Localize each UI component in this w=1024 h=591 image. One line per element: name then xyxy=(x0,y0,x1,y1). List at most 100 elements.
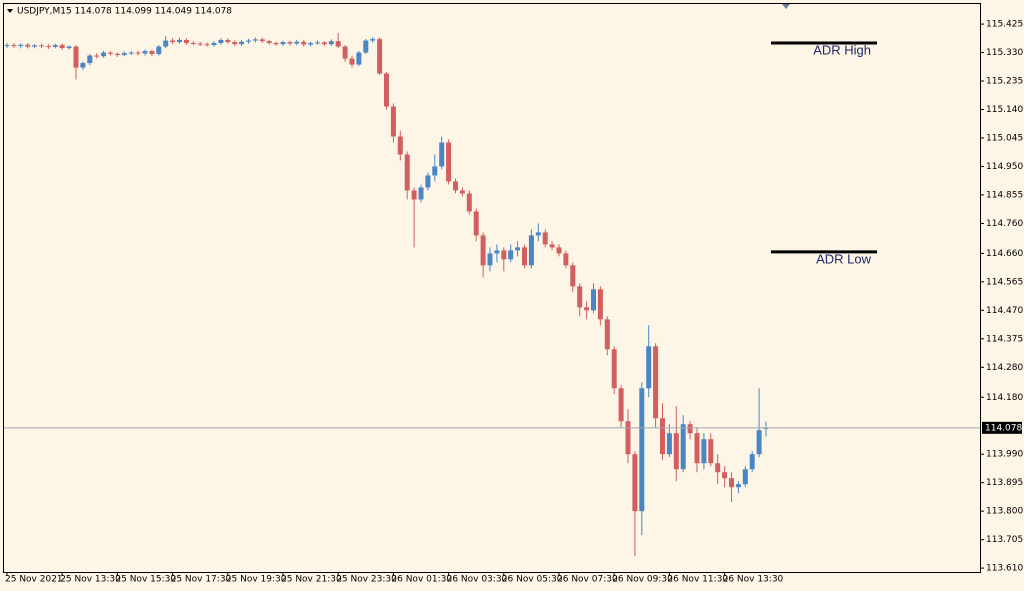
x-tick-label: 25 Nov 19:30 xyxy=(226,575,287,585)
candle-body xyxy=(556,247,562,254)
candle-body xyxy=(542,232,548,245)
candle-body xyxy=(156,46,162,55)
y-tick-label: 114.470 xyxy=(986,306,1023,316)
candle-body xyxy=(66,46,72,49)
adr-label: ADR High xyxy=(813,42,871,57)
adr-label: ADR Low xyxy=(816,251,872,266)
candle-body xyxy=(639,388,645,512)
y-tick-label: 115.330 xyxy=(986,48,1023,58)
y-tick-label: 113.990 xyxy=(986,450,1023,460)
candle-body xyxy=(11,45,17,47)
candle-body xyxy=(735,484,741,488)
candle-body xyxy=(363,40,369,53)
candle-body xyxy=(425,175,431,188)
candle-body xyxy=(715,463,721,473)
candle-body xyxy=(591,289,596,311)
y-tick-label: 113.895 xyxy=(986,478,1023,488)
candle-body xyxy=(94,55,100,57)
candle-body xyxy=(370,39,376,41)
candle-body xyxy=(653,346,659,419)
y-tick-label: 114.180 xyxy=(986,393,1023,403)
price-box xyxy=(982,421,1022,434)
candle-body xyxy=(32,45,38,47)
candle-body xyxy=(584,307,590,311)
candle-body xyxy=(570,265,576,287)
candle-body xyxy=(87,55,93,64)
candle-body xyxy=(618,388,624,422)
price-label: 114.078 xyxy=(985,423,1022,433)
candle-body xyxy=(694,433,700,464)
y-tick-label: 114.855 xyxy=(986,190,1023,200)
x-tick-label: 25 Nov 21:30 xyxy=(281,575,342,585)
candle-body xyxy=(528,235,534,266)
candle-body xyxy=(722,472,728,479)
candle-body xyxy=(121,53,127,55)
candle-body xyxy=(197,43,203,45)
x-tick-label: 25 Nov 2021 xyxy=(5,575,63,585)
candle-body xyxy=(294,41,300,44)
x-tick-label: 26 Nov 13:30 xyxy=(723,575,784,585)
candle-body xyxy=(487,253,493,266)
candle-body xyxy=(660,418,665,455)
y-tick-label: 113.610 xyxy=(986,564,1023,574)
candle-body xyxy=(177,39,182,43)
candle-body xyxy=(183,39,189,43)
candle-body xyxy=(377,39,383,74)
candle-body xyxy=(321,42,327,45)
candle-body xyxy=(335,41,341,47)
y-tick-label: 114.950 xyxy=(986,162,1023,172)
candle-body xyxy=(4,45,10,47)
candle-body xyxy=(218,39,224,43)
y-tick-label: 114.280 xyxy=(986,363,1023,373)
y-tick-label: 114.760 xyxy=(986,219,1023,229)
candle-body xyxy=(80,63,86,68)
candle-body xyxy=(149,51,155,55)
candle-body xyxy=(749,454,755,470)
candle-body xyxy=(577,286,583,308)
shift-marker xyxy=(782,4,790,9)
y-tick-label: 114.660 xyxy=(986,249,1023,259)
x-tick-label: 26 Nov 01:30 xyxy=(391,575,452,585)
candle-body xyxy=(522,247,527,266)
candle-body xyxy=(52,45,58,47)
candle-body xyxy=(439,142,445,167)
candle-body xyxy=(742,469,748,485)
candle-body xyxy=(135,52,141,54)
candle-body xyxy=(625,421,631,455)
candle-body xyxy=(494,250,500,254)
candle-body xyxy=(411,190,417,200)
candle-body xyxy=(673,433,679,470)
candle-body xyxy=(204,44,210,46)
candle-body xyxy=(756,430,762,455)
y-tick-label: 115.235 xyxy=(986,77,1023,87)
plot-frame xyxy=(3,3,981,573)
candle-body xyxy=(466,193,472,212)
candle-body xyxy=(59,45,65,49)
y-tick-label: 114.375 xyxy=(986,334,1023,344)
candle-body xyxy=(101,52,107,57)
candle-body xyxy=(190,42,196,44)
candle-body xyxy=(328,41,334,45)
y-tick-label: 115.140 xyxy=(986,105,1023,115)
candle-body xyxy=(632,454,638,512)
candle-body xyxy=(356,52,362,65)
y-tick-label: 113.705 xyxy=(986,535,1023,545)
candle-body xyxy=(225,39,231,43)
x-tick-label: 26 Nov 03:30 xyxy=(447,575,508,585)
candle-body xyxy=(453,181,458,191)
candle-body xyxy=(680,424,686,470)
x-tick-label: 25 Nov 13:30 xyxy=(60,575,121,585)
candle-body xyxy=(239,41,245,45)
candle-body xyxy=(45,45,51,47)
candle-body xyxy=(666,433,672,455)
candle-body xyxy=(128,52,134,54)
menu-arrow[interactable] xyxy=(7,9,13,13)
candle-body xyxy=(508,250,514,260)
candle-body xyxy=(397,136,403,155)
candle-body xyxy=(170,40,176,43)
candle-body xyxy=(646,346,652,389)
candle-body xyxy=(515,247,521,251)
candle-body xyxy=(432,166,438,176)
y-tick-label: 115.425 xyxy=(986,20,1023,30)
candle-body xyxy=(25,44,31,47)
